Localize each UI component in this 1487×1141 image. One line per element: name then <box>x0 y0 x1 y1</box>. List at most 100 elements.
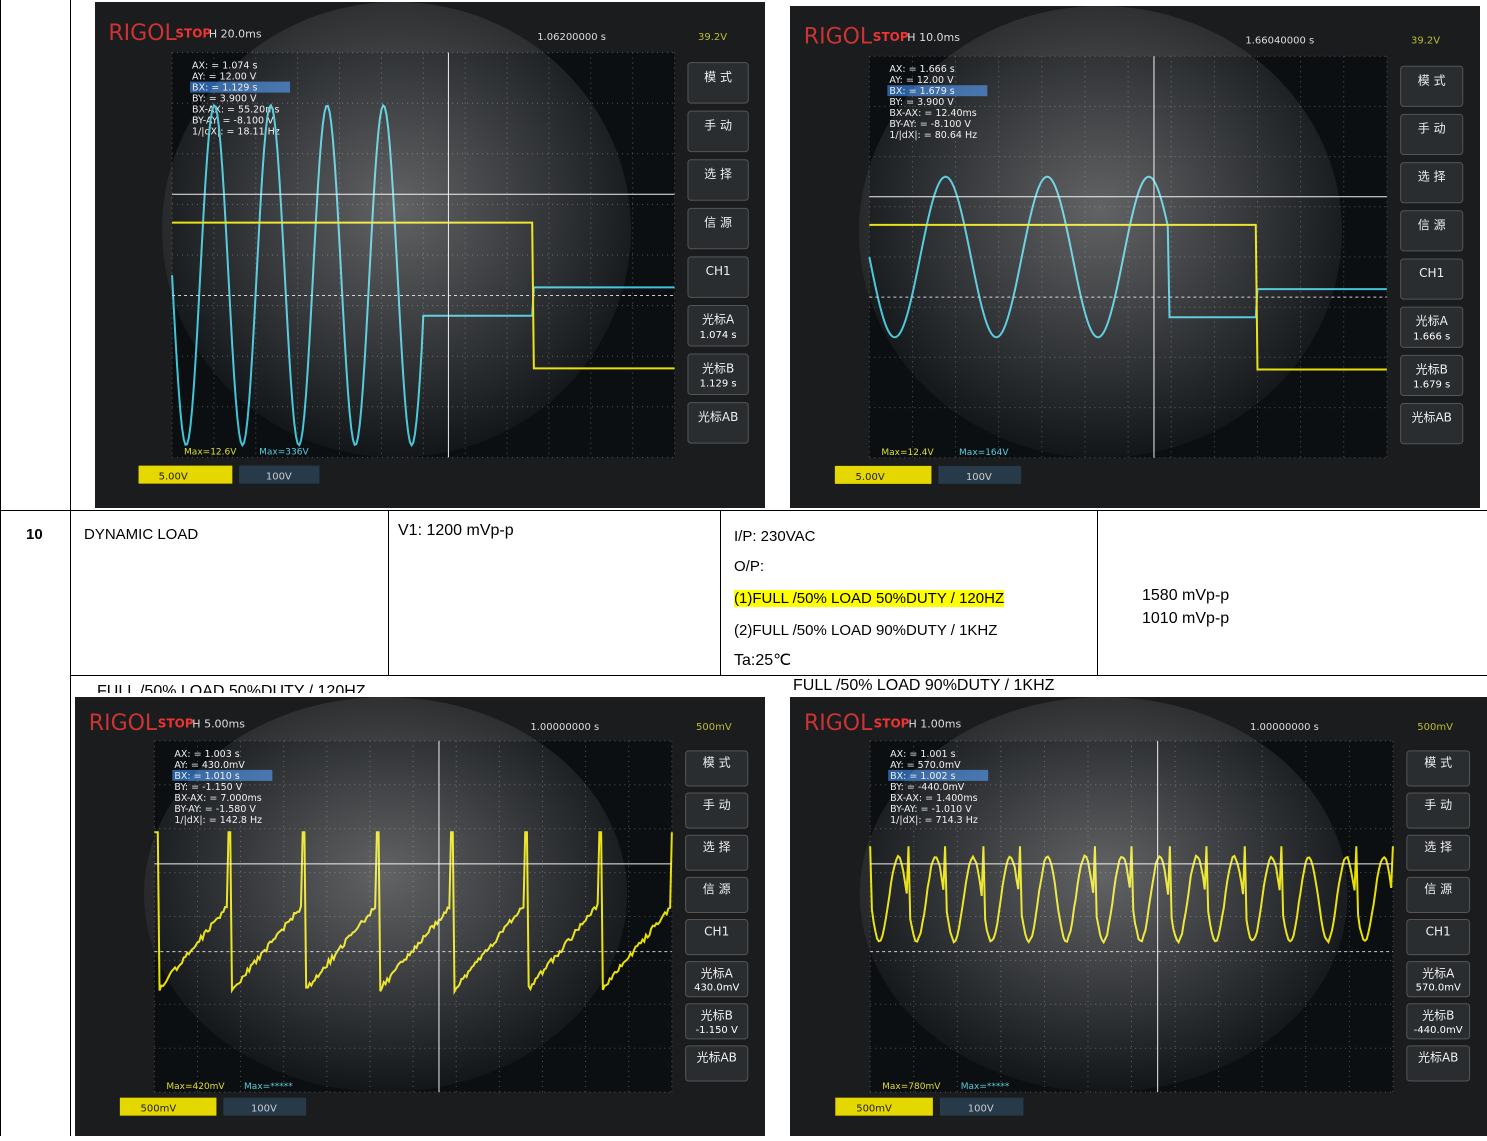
result: 1010 mVp-p <box>1142 610 1229 628</box>
scope-photo: RIGOLSTOPH 10.0ms1.66040000 s39.2VAX: = … <box>790 6 1480 513</box>
label: STOP <box>175 26 211 40</box>
label: 光标A <box>1422 966 1455 980</box>
border <box>70 675 1487 676</box>
label: 1.66040000 s <box>1245 36 1314 47</box>
label: 570.0mV <box>1416 983 1461 994</box>
label: CH1 <box>704 924 729 938</box>
scope-photo: RIGOLSTOPH 1.00ms1.00000000 s500mVAX: = … <box>790 697 1487 1141</box>
label: 模 式 <box>704 70 732 84</box>
label: Max=780mV <box>882 1082 941 1092</box>
label: 光标B <box>702 361 734 375</box>
label: 500mV <box>696 722 732 733</box>
scope: RIGOLSTOPH 5.00ms1.00000000 s500mVAX: = … <box>75 697 765 1136</box>
scope: RIGOLSTOPH 10.0ms1.66040000 s39.2VAX: = … <box>790 6 1480 508</box>
label: 光标A <box>701 966 734 980</box>
label: Max=***** <box>961 1082 1010 1092</box>
item: DYNAMIC LOAD <box>84 526 198 543</box>
label: -1.150 V <box>696 1025 738 1036</box>
label: RIGOL <box>89 711 158 736</box>
label: Max=12.6V <box>184 447 237 457</box>
label: 100V <box>251 1104 277 1115</box>
label: Max=12.4V <box>881 448 934 458</box>
label: CH1 <box>1419 266 1444 280</box>
label: 信 源 <box>1424 882 1452 896</box>
label: STOP <box>158 717 194 731</box>
label: H 1.00ms <box>908 718 961 731</box>
label: H 5.00ms <box>192 718 245 731</box>
label: 1.00000000 s <box>530 722 599 733</box>
caption: FULL /50% LOAD 90%DUTY / 1KHZ <box>793 677 1054 695</box>
label: -440.0mV <box>1414 1025 1463 1036</box>
label: H 20.0ms <box>209 27 262 40</box>
label: 光标B <box>1422 1009 1454 1023</box>
label: 选 择 <box>704 167 732 181</box>
label: 信 源 <box>704 216 732 230</box>
glare <box>859 6 1342 458</box>
label: 手 动 <box>704 118 732 132</box>
label: 5.00V <box>159 472 188 483</box>
scope: RIGOLSTOPH 20.0ms1.06200000 s39.2VAX: = … <box>95 2 765 508</box>
label: 手 动 <box>1424 798 1452 812</box>
label: Max=336V <box>259 447 309 457</box>
label: 5.00V <box>856 472 885 483</box>
label: 1.679 s <box>1413 379 1450 390</box>
label: RIGOL <box>804 711 873 736</box>
label: 光标A <box>702 313 735 327</box>
scope-photo: RIGOLSTOPH 5.00ms1.00000000 s500mVAX: = … <box>75 697 765 1141</box>
border <box>1097 510 1098 675</box>
label: 光标B <box>701 1009 733 1023</box>
label: 1.074 s <box>700 330 737 341</box>
label: STOP <box>873 30 909 44</box>
row-number: 10 <box>26 526 43 543</box>
label: 500mV <box>856 1104 892 1115</box>
label: 模 式 <box>703 756 731 770</box>
label: Max=420mV <box>166 1082 225 1092</box>
label: 430.0mV <box>694 983 739 994</box>
label: 光标AB <box>696 1051 736 1065</box>
scope-photo: RIGOLSTOPH 20.0ms1.06200000 s39.2VAX: = … <box>95 2 765 513</box>
label: 39.2V <box>1411 36 1440 47</box>
result: 1580 mVp-p <box>1142 587 1229 605</box>
spec: V1: 1200 mVp-p <box>398 522 514 540</box>
glare <box>162 2 631 457</box>
label: 500mV <box>141 1104 177 1115</box>
label: 手 动 <box>1418 121 1446 135</box>
label: 39.2V <box>698 32 727 43</box>
scope: RIGOLSTOPH 1.00ms1.00000000 s500mVAX: = … <box>790 697 1487 1136</box>
label: 光标B <box>1416 362 1448 376</box>
condition: (2)FULL /50% LOAD 90%DUTY / 1KHZ <box>734 622 997 639</box>
label: STOP <box>874 717 910 731</box>
label: RIGOL <box>108 21 177 46</box>
glare <box>144 697 627 1092</box>
label: 光标AB <box>698 410 738 424</box>
label: 选 择 <box>703 840 731 854</box>
label: 选 择 <box>1424 840 1452 854</box>
border <box>0 0 1 1136</box>
label: H 10.0ms <box>907 31 960 44</box>
label: 信 源 <box>703 882 731 896</box>
label: 信 源 <box>1418 218 1446 232</box>
label: 手 动 <box>703 798 731 812</box>
label: RIGOL <box>804 25 873 50</box>
label: 100V <box>968 1104 994 1115</box>
caption: FULL /50% LOAD 50%DUTY / 120HZ <box>97 683 366 693</box>
label: 模 式 <box>1424 756 1452 770</box>
label: 100V <box>966 472 992 483</box>
label: 1.666 s <box>1413 331 1450 342</box>
label: CH1 <box>1426 924 1451 938</box>
label: 100V <box>266 472 292 483</box>
label: Max=164V <box>959 448 1009 458</box>
label: 选 择 <box>1418 170 1446 184</box>
page: RIGOLSTOPH 20.0ms1.06200000 s39.2VAX: = … <box>0 0 1487 1136</box>
label: CH1 <box>706 264 731 278</box>
condition: I/P: 230VAC <box>734 528 815 545</box>
condition: (1)FULL /50% LOAD 50%DUTY / 120HZ <box>734 590 1004 607</box>
label: 光标A <box>1416 314 1449 328</box>
label: 光标AB <box>1411 411 1451 425</box>
label: 1.129 s <box>700 378 737 389</box>
condition: O/P: <box>734 558 764 575</box>
border <box>720 510 721 675</box>
label: 模 式 <box>1418 73 1446 87</box>
glare <box>860 697 1348 1092</box>
border <box>70 0 71 1136</box>
